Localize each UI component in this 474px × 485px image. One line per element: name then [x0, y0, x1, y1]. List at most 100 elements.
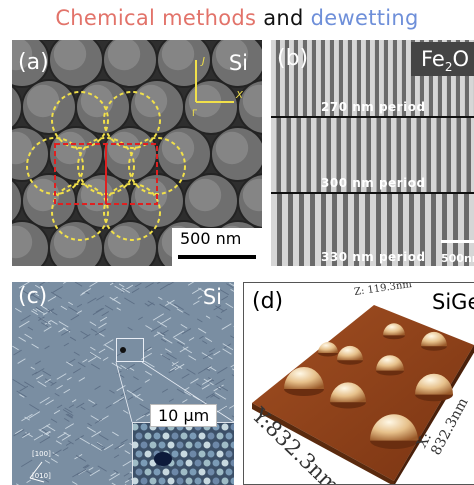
texture-streak — [231, 415, 234, 418]
texture-streak — [56, 404, 63, 409]
panel-c-orient-arrow-2 — [29, 477, 45, 483]
grating-line — [421, 118, 427, 192]
inset-particle — [230, 459, 234, 467]
texture-streak — [13, 349, 22, 356]
grating-line — [458, 194, 465, 266]
texture-streak — [159, 317, 172, 325]
texture-streak — [66, 376, 72, 381]
inset-particle — [212, 477, 220, 485]
texture-streak — [89, 469, 101, 477]
texture-streak — [60, 305, 68, 310]
texture-streak — [205, 315, 211, 319]
grating-gap — [436, 118, 441, 192]
texture-streak — [197, 295, 203, 299]
grating-line — [471, 118, 474, 192]
grating-gap — [354, 194, 359, 266]
panel-b-fe2o-gratings: (b) Fe2O 270 nm period 300 nm period 330… — [271, 40, 474, 266]
grating-gap — [326, 118, 331, 192]
texture-streak — [152, 313, 164, 321]
texture-streak — [52, 452, 59, 457]
texture-streak — [190, 378, 199, 384]
texture-streak — [215, 305, 225, 312]
texture-streak — [205, 337, 213, 342]
panel-a-scalebar-line — [178, 255, 256, 259]
texture-streak — [72, 368, 81, 374]
texture-streak — [129, 367, 135, 371]
grating-gap — [299, 194, 304, 266]
grating-gap — [332, 194, 337, 266]
grating-gap — [464, 194, 469, 266]
inset-particle — [203, 441, 211, 449]
inset-particle — [198, 450, 206, 458]
inset-particle — [230, 441, 234, 449]
texture-streak — [31, 291, 40, 297]
texture-streak — [37, 381, 47, 387]
texture-streak — [112, 296, 118, 301]
texture-streak — [123, 472, 130, 477]
texture-streak — [94, 328, 106, 336]
texture-streak — [230, 288, 234, 292]
texture-streak — [67, 413, 74, 418]
texture-streak — [87, 422, 92, 427]
texture-streak — [27, 326, 34, 331]
panel-c-zoom-line-1 — [141, 361, 234, 423]
inset-particle — [221, 477, 229, 485]
grating-gap — [284, 40, 289, 116]
grating-line — [414, 194, 421, 266]
grating-gap — [321, 194, 326, 266]
texture-streak — [111, 482, 117, 485]
grating-gap — [431, 194, 436, 266]
texture-streak — [42, 311, 48, 316]
texture-streak — [28, 411, 41, 419]
texture-streak — [47, 308, 58, 316]
texture-streak — [207, 379, 213, 384]
texture-streak — [205, 393, 215, 399]
sphere-highlight — [134, 178, 168, 212]
grating-gap — [406, 118, 411, 192]
grating-line — [460, 40, 465, 116]
texture-streak — [50, 458, 58, 463]
sphere-highlight — [215, 131, 249, 165]
grating-line — [431, 118, 437, 192]
inset-particle — [180, 432, 188, 440]
texture-streak — [117, 370, 122, 375]
inset-particle — [162, 468, 170, 476]
texture-streak — [206, 366, 212, 370]
texture-streak — [26, 479, 31, 483]
texture-streak — [214, 392, 227, 400]
grating-gap — [383, 40, 388, 116]
texture-streak — [139, 403, 150, 411]
inset-particle — [171, 432, 179, 440]
inset-particle — [135, 432, 143, 440]
texture-streak — [44, 378, 54, 385]
grating-line — [461, 118, 467, 192]
grating-gap — [437, 40, 442, 116]
texture-streak — [216, 386, 222, 390]
texture-streak — [94, 418, 103, 424]
texture-streak — [104, 344, 114, 351]
texture-streak — [65, 413, 73, 419]
texture-streak — [122, 460, 132, 467]
texture-streak — [126, 363, 135, 370]
texture-streak — [157, 321, 168, 328]
sphere-highlight — [26, 84, 60, 118]
inset-particle — [176, 459, 184, 467]
texture-streak — [90, 443, 102, 451]
texture-streak — [168, 398, 174, 402]
texture-streak — [186, 368, 196, 375]
panel-c-orient-arrow-1 — [29, 461, 43, 479]
texture-streak — [121, 287, 131, 294]
inset-particle — [153, 432, 161, 440]
grating-gap — [316, 118, 321, 192]
texture-streak — [46, 425, 56, 432]
texture-streak — [159, 331, 166, 336]
texture-streak — [110, 472, 117, 477]
grating-gap — [293, 40, 298, 116]
texture-streak — [76, 468, 87, 476]
texture-streak — [172, 330, 185, 338]
texture-streak — [65, 423, 74, 430]
texture-streak — [199, 335, 204, 340]
texture-streak — [80, 292, 86, 296]
inset-particle — [171, 468, 179, 476]
unit-cell-circle — [103, 183, 161, 241]
